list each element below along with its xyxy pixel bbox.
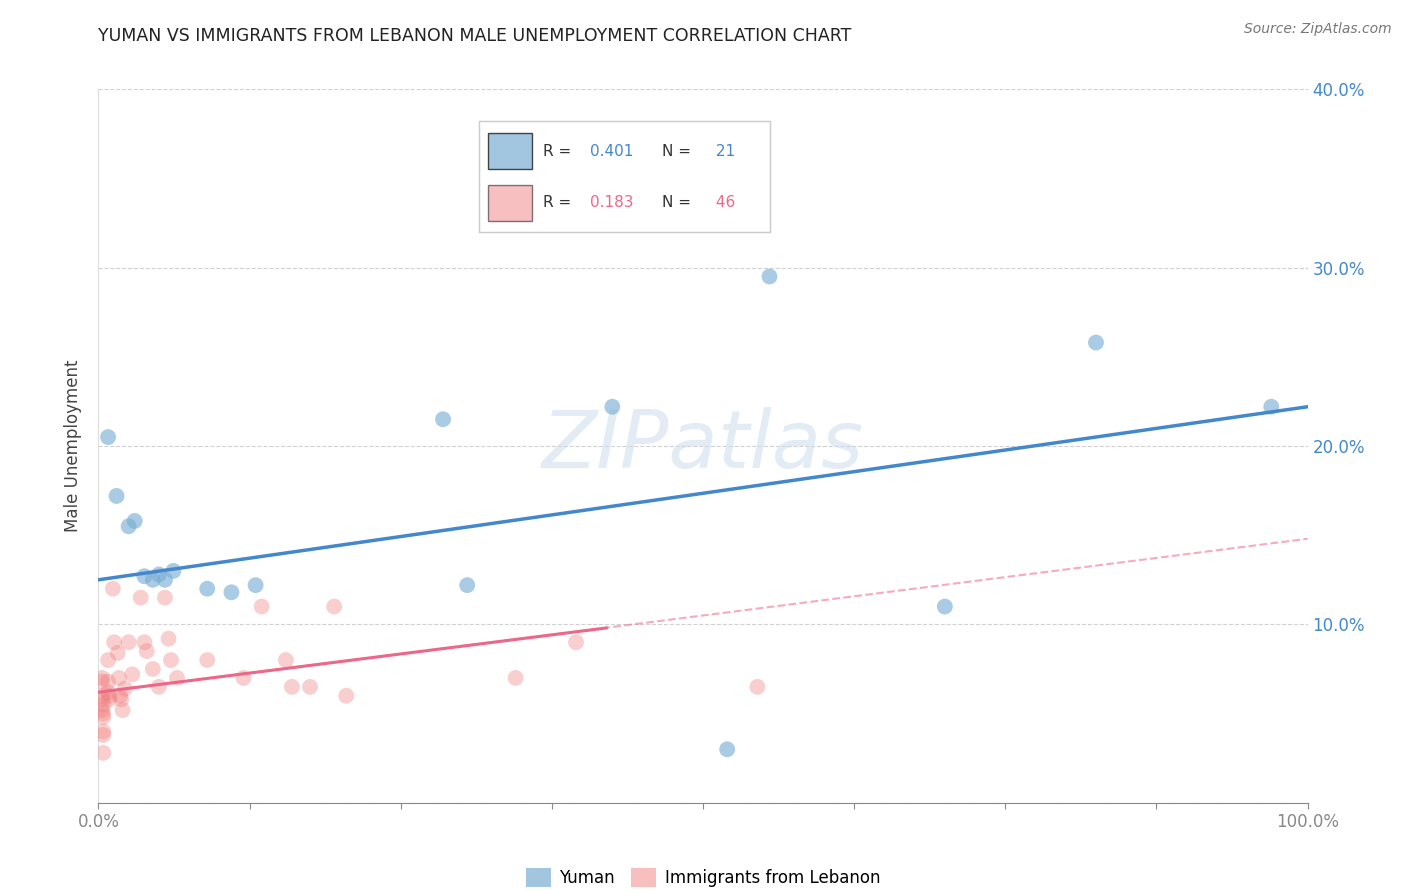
Point <box>602 400 624 414</box>
Point <box>91 703 114 717</box>
Point <box>166 671 188 685</box>
Point <box>1260 400 1282 414</box>
Point <box>91 674 114 689</box>
Point <box>91 746 114 760</box>
Text: YUMAN VS IMMIGRANTS FROM LEBANON MALE UNEMPLOYMENT CORRELATION CHART: YUMAN VS IMMIGRANTS FROM LEBANON MALE UN… <box>98 27 852 45</box>
Point <box>107 646 129 660</box>
Point <box>98 692 121 706</box>
Point <box>129 591 152 605</box>
Point <box>97 674 120 689</box>
Point <box>142 662 165 676</box>
Point <box>1085 335 1108 350</box>
Point <box>108 671 131 685</box>
Point <box>162 564 184 578</box>
Point <box>758 269 780 284</box>
Point <box>111 703 134 717</box>
Point <box>505 671 527 685</box>
Point <box>323 599 346 614</box>
Point <box>148 680 170 694</box>
Point <box>160 653 183 667</box>
Point <box>153 573 176 587</box>
Text: 46: 46 <box>711 194 735 210</box>
Point <box>576 180 599 194</box>
Point <box>221 585 243 599</box>
Point <box>91 710 114 724</box>
Point <box>299 680 322 694</box>
Point <box>97 653 120 667</box>
Text: N =: N = <box>662 144 696 159</box>
Point <box>250 599 273 614</box>
Point <box>195 653 218 667</box>
Point <box>121 667 143 681</box>
Text: Source: ZipAtlas.com: Source: ZipAtlas.com <box>1244 22 1392 37</box>
Point <box>274 653 297 667</box>
Point <box>108 689 131 703</box>
Point <box>124 514 146 528</box>
Point <box>97 685 120 699</box>
Point <box>716 742 738 756</box>
Point <box>134 569 156 583</box>
Point <box>565 635 588 649</box>
Point <box>934 599 956 614</box>
Point <box>91 706 114 721</box>
Point <box>91 689 114 703</box>
Point <box>91 724 114 739</box>
Point <box>148 567 170 582</box>
Point <box>195 582 218 596</box>
Text: 21: 21 <box>711 144 735 159</box>
Point <box>157 632 180 646</box>
Point <box>134 635 156 649</box>
Point <box>456 578 478 592</box>
Point <box>101 582 124 596</box>
Point <box>118 519 141 533</box>
FancyBboxPatch shape <box>488 186 531 221</box>
Point <box>281 680 304 694</box>
Point <box>142 573 165 587</box>
Text: R =: R = <box>543 194 576 210</box>
Point <box>97 430 120 444</box>
Point <box>135 644 157 658</box>
Text: 0.183: 0.183 <box>589 194 633 210</box>
Point <box>105 489 128 503</box>
Point <box>91 671 114 685</box>
Point <box>747 680 769 694</box>
Point <box>114 681 136 696</box>
Point <box>110 692 132 706</box>
Point <box>91 728 114 742</box>
Point <box>118 635 141 649</box>
Point <box>98 689 121 703</box>
Text: 0.401: 0.401 <box>589 144 633 159</box>
Point <box>232 671 254 685</box>
Point <box>245 578 267 592</box>
Y-axis label: Male Unemployment: Male Unemployment <box>65 359 83 533</box>
Point <box>91 692 114 706</box>
Text: R =: R = <box>543 144 576 159</box>
Point <box>91 698 114 712</box>
Text: ZIPatlas: ZIPatlas <box>541 407 865 485</box>
Point <box>335 689 357 703</box>
Legend: Yuman, Immigrants from Lebanon: Yuman, Immigrants from Lebanon <box>519 861 887 892</box>
Point <box>432 412 454 426</box>
Point <box>153 591 176 605</box>
FancyBboxPatch shape <box>488 134 531 169</box>
Point <box>103 635 125 649</box>
Text: N =: N = <box>662 194 696 210</box>
